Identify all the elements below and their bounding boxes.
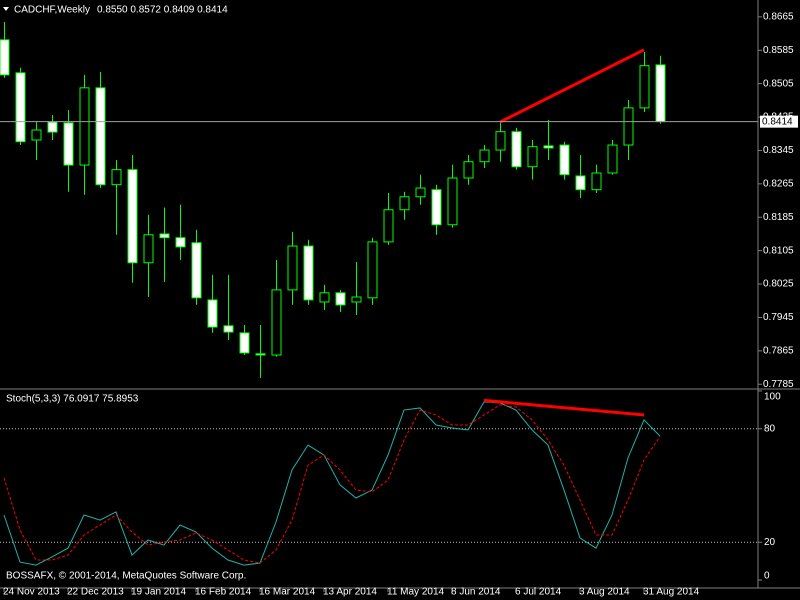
candle-body <box>591 172 602 191</box>
candle-body <box>271 289 282 356</box>
candle-body <box>127 169 138 264</box>
y-tick-label: 0 <box>764 571 770 582</box>
stochastic-line <box>3 401 661 566</box>
menu-triangle[interactable] <box>3 7 9 11</box>
y-tick-label: 0.8105 <box>763 245 794 256</box>
candle-body <box>287 245 298 291</box>
candle-body <box>479 149 490 163</box>
y-tick-label: 0.7865 <box>763 345 794 356</box>
candle-body <box>383 209 394 243</box>
candle-body <box>399 196 410 211</box>
candle-body <box>527 146 538 168</box>
candle-body <box>655 64 666 123</box>
candle-body <box>543 145 554 149</box>
candle-body <box>367 241 378 299</box>
candle-body <box>223 325 234 333</box>
candle-body <box>143 234 154 264</box>
candle-body <box>335 292 346 306</box>
x-tick-label: 6 Jul 2014 <box>515 587 562 598</box>
ohlc-header: 0.8550 0.8572 0.8409 0.8414 <box>97 5 228 16</box>
y-tick-label: 20 <box>764 537 776 548</box>
candle-body <box>351 296 362 303</box>
y-tick-label: 0.7945 <box>763 312 794 323</box>
y-tick-label: 0.8585 <box>763 45 794 56</box>
candle-body <box>159 233 170 239</box>
candle-body <box>95 87 106 186</box>
y-tick-label: 0.8665 <box>763 12 794 23</box>
candle-body <box>431 189 442 226</box>
chart-title: CADCHF,Weekly <box>14 5 90 16</box>
candle-body <box>255 353 266 356</box>
candle-body <box>559 144 570 176</box>
candle-body <box>575 175 586 191</box>
candle-body <box>31 129 42 141</box>
x-tick-label: 19 Jan 2014 <box>131 587 186 598</box>
y-tick-label: 100 <box>764 392 781 403</box>
candle-body <box>639 65 650 109</box>
candle-body <box>319 292 330 303</box>
y-tick-label: 0.8025 <box>763 279 794 290</box>
trendline <box>483 398 645 417</box>
candle-body <box>0 39 10 76</box>
x-tick-label: 11 May 2014 <box>387 587 445 598</box>
current-price-box <box>760 115 798 128</box>
candle-body <box>495 131 506 151</box>
candle-body <box>79 87 90 166</box>
indicator-title: Stoch(5,3,3) 76.0917 75.8953 <box>6 394 139 405</box>
candle-body <box>207 299 218 328</box>
candle-body <box>511 131 522 168</box>
candle-body <box>447 177 458 226</box>
candle-body <box>111 169 122 186</box>
stochastic-line <box>3 404 661 564</box>
y-tick-label: 0.8265 <box>763 178 794 189</box>
candle-body <box>415 187 426 198</box>
x-tick-label: 24 Nov 2013 <box>3 587 60 598</box>
candle-body <box>623 107 634 146</box>
copyright: BOSSAFX, © 2001-2014, MetaQuotes Softwar… <box>6 571 246 582</box>
x-tick-label: 3 Aug 2014 <box>579 587 630 598</box>
candle-body <box>175 237 186 248</box>
y-tick-label: 80 <box>764 423 776 434</box>
x-tick-label: 22 Dec 2013 <box>67 587 124 598</box>
y-tick-label: 0.8185 <box>763 212 794 223</box>
x-tick-label: 16 Feb 2014 <box>195 587 252 598</box>
candle-body <box>463 161 474 179</box>
x-tick-label: 31 Aug 2014 <box>643 587 700 598</box>
candle-body <box>63 122 74 166</box>
x-tick-label: 16 Mar 2014 <box>259 587 316 598</box>
current-price-label: 0.8414 <box>762 116 793 127</box>
x-tick-label: 8 Jun 2014 <box>451 587 501 598</box>
trendline <box>499 48 645 124</box>
candle-body <box>15 72 26 143</box>
candle-body <box>607 144 618 174</box>
x-tick-label: 13 Apr 2014 <box>323 587 377 598</box>
candle-body <box>47 121 58 133</box>
y-tick-label: 0.8345 <box>763 145 794 156</box>
candle-body <box>303 245 314 301</box>
y-tick-label: 0.7785 <box>763 379 794 390</box>
y-tick-label: 0.8505 <box>763 78 794 89</box>
candle-body <box>191 242 202 299</box>
candle-body <box>239 332 250 354</box>
